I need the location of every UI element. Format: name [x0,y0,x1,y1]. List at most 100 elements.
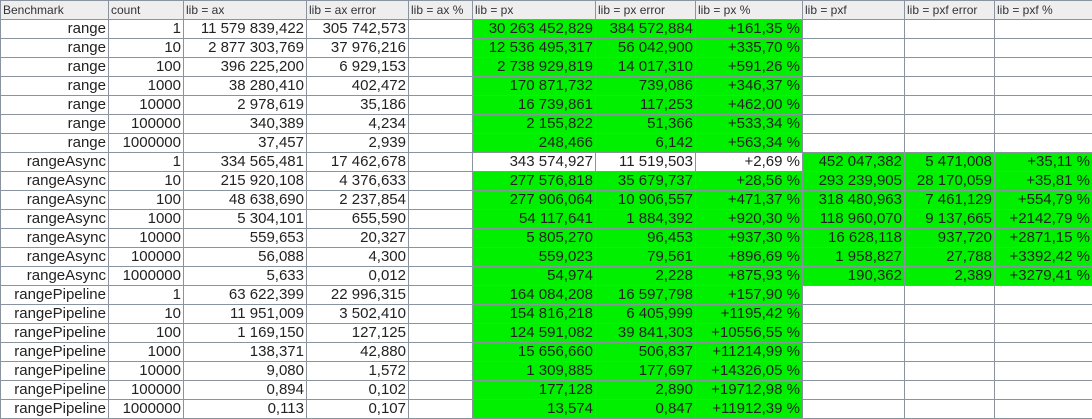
cell-lib-ax[interactable] [408,19,473,39]
cell-count[interactable]: 100 [108,57,184,77]
cell-benchmark[interactable]: rangeAsync [0,228,109,248]
cell-lib-ax-error[interactable]: 4 376,633 [306,171,409,191]
cell-lib-px[interactable]: 54 117,641 [472,209,596,229]
cell-lib-pxf[interactable]: +2142,79 % [994,209,1092,229]
column-header-lib-ax-error[interactable]: lib = ax error [306,0,409,20]
cell-lib-px-error[interactable]: 96,453 [595,228,696,248]
cell-lib-px-error[interactable]: 6,142 [595,133,696,153]
cell-count[interactable]: 10000 [108,228,184,248]
cell-lib-px[interactable]: 5 805,270 [472,228,596,248]
table-row[interactable]: range 100 396 225,200 6 929,153 2 738 929,81… [0,57,1092,77]
cell-lib-pxf-error[interactable] [904,323,995,343]
cell-lib-px[interactable]: 12 536 495,317 [472,38,596,58]
cell-lib-px[interactable]: +157,90 % [695,285,803,305]
cell-benchmark[interactable]: range [0,57,109,77]
cell-benchmark[interactable]: range [0,114,109,134]
cell-lib-ax[interactable]: 38 280,410 [183,76,307,96]
cell-lib-px-error[interactable]: 2,228 [595,266,696,286]
column-header-lib-pxf[interactable]: lib = pxf % [994,0,1092,20]
cell-lib-ax[interactable]: 11 579 839,422 [183,19,307,39]
cell-lib-pxf[interactable] [802,95,905,115]
cell-lib-px-error[interactable]: 11 519,503 [595,152,696,172]
cell-lib-ax[interactable]: 559,653 [183,228,307,248]
cell-lib-px[interactable]: +161,35 % [695,19,803,39]
cell-lib-px[interactable]: 177,128 [472,380,596,400]
cell-lib-px-error[interactable]: 56 042,900 [595,38,696,58]
cell-benchmark[interactable]: rangePipeline [0,323,109,343]
cell-lib-px-error[interactable]: 79,561 [595,247,696,267]
cell-lib-ax[interactable]: 11 951,009 [183,304,307,324]
cell-lib-px[interactable]: +591,26 % [695,57,803,77]
cell-lib-ax[interactable] [408,285,473,305]
table-row[interactable]: rangePipeline 1000000 0,113 0,107 13,574 0,84… [0,399,1092,419]
cell-benchmark[interactable]: rangeAsync [0,190,109,210]
cell-lib-ax-error[interactable]: 402,472 [306,76,409,96]
cell-lib-pxf-error[interactable]: 27,788 [904,247,995,267]
cell-lib-px-error[interactable]: 16 597,798 [595,285,696,305]
cell-lib-pxf[interactable] [994,114,1092,134]
cell-lib-px[interactable]: 154 816,218 [472,304,596,324]
cell-lib-ax[interactable] [408,323,473,343]
cell-lib-ax-error[interactable]: 42,880 [306,342,409,362]
cell-lib-pxf-error[interactable] [904,57,995,77]
cell-lib-ax[interactable]: 396 225,200 [183,57,307,77]
cell-lib-ax[interactable] [408,114,473,134]
column-header-lib-ax[interactable]: lib = ax [183,0,307,20]
cell-lib-pxf-error[interactable]: 28 170,059 [904,171,995,191]
column-header-lib-px-error[interactable]: lib = px error [595,0,696,20]
cell-lib-ax[interactable] [408,133,473,153]
cell-benchmark[interactable]: rangeAsync [0,171,109,191]
cell-count[interactable]: 1000 [108,209,184,229]
cell-lib-pxf[interactable] [994,380,1092,400]
cell-lib-ax-error[interactable]: 1,572 [306,361,409,381]
cell-lib-pxf[interactable] [802,57,905,77]
cell-lib-pxf-error[interactable] [904,342,995,362]
cell-lib-pxf[interactable] [802,342,905,362]
cell-lib-px[interactable]: 16 739,861 [472,95,596,115]
cell-benchmark[interactable]: rangePipeline [0,304,109,324]
cell-lib-pxf-error[interactable]: 9 137,665 [904,209,995,229]
cell-lib-ax[interactable] [408,266,473,286]
cell-lib-ax[interactable]: 215 920,108 [183,171,307,191]
cell-lib-pxf-error[interactable] [904,114,995,134]
cell-lib-px-error[interactable]: 10 906,557 [595,190,696,210]
cell-lib-pxf[interactable] [802,114,905,134]
cell-lib-pxf[interactable] [994,342,1092,362]
cell-lib-ax[interactable] [408,228,473,248]
cell-lib-ax[interactable]: 1 169,150 [183,323,307,343]
cell-count[interactable]: 10 [108,38,184,58]
cell-lib-px[interactable]: +875,93 % [695,266,803,286]
cell-lib-pxf[interactable] [802,38,905,58]
table-row[interactable]: range 1000 38 280,410 402,472 170 871,732 739… [0,76,1092,96]
cell-lib-ax[interactable] [408,247,473,267]
cell-count[interactable]: 100 [108,323,184,343]
cell-lib-pxf[interactable] [802,323,905,343]
cell-count[interactable]: 1 [108,152,184,172]
table-row[interactable]: rangeAsync 10 215 920,108 4 376,633 277 576,… [0,171,1092,191]
cell-lib-px[interactable]: +1195,42 % [695,304,803,324]
cell-lib-pxf[interactable] [802,399,905,419]
cell-lib-ax-error[interactable]: 6 929,153 [306,57,409,77]
cell-count[interactable]: 1 [108,19,184,39]
cell-lib-px[interactable]: 343 574,927 [472,152,596,172]
cell-lib-ax[interactable] [408,95,473,115]
cell-lib-ax-error[interactable]: 2 237,854 [306,190,409,210]
cell-lib-pxf[interactable] [994,38,1092,58]
cell-lib-pxf[interactable] [994,57,1092,77]
cell-benchmark[interactable]: range [0,19,109,39]
cell-lib-px[interactable]: +335,70 % [695,38,803,58]
cell-lib-px[interactable]: +19712,98 % [695,380,803,400]
cell-lib-px-error[interactable]: 177,697 [595,361,696,381]
cell-benchmark[interactable]: rangePipeline [0,380,109,400]
cell-lib-px[interactable]: 13,574 [472,399,596,419]
cell-lib-pxf[interactable] [802,133,905,153]
cell-lib-ax[interactable]: 5 304,101 [183,209,307,229]
cell-lib-ax[interactable] [408,209,473,229]
cell-lib-px[interactable]: 248,466 [472,133,596,153]
cell-count[interactable]: 1000000 [108,399,184,419]
cell-lib-pxf-error[interactable] [904,95,995,115]
cell-lib-pxf-error[interactable] [904,285,995,305]
cell-benchmark[interactable]: rangeAsync [0,209,109,229]
cell-lib-px-error[interactable]: 35 679,737 [595,171,696,191]
table-row[interactable]: range 100000 340,389 4,234 2 155,822 51,366 +5… [0,114,1092,134]
